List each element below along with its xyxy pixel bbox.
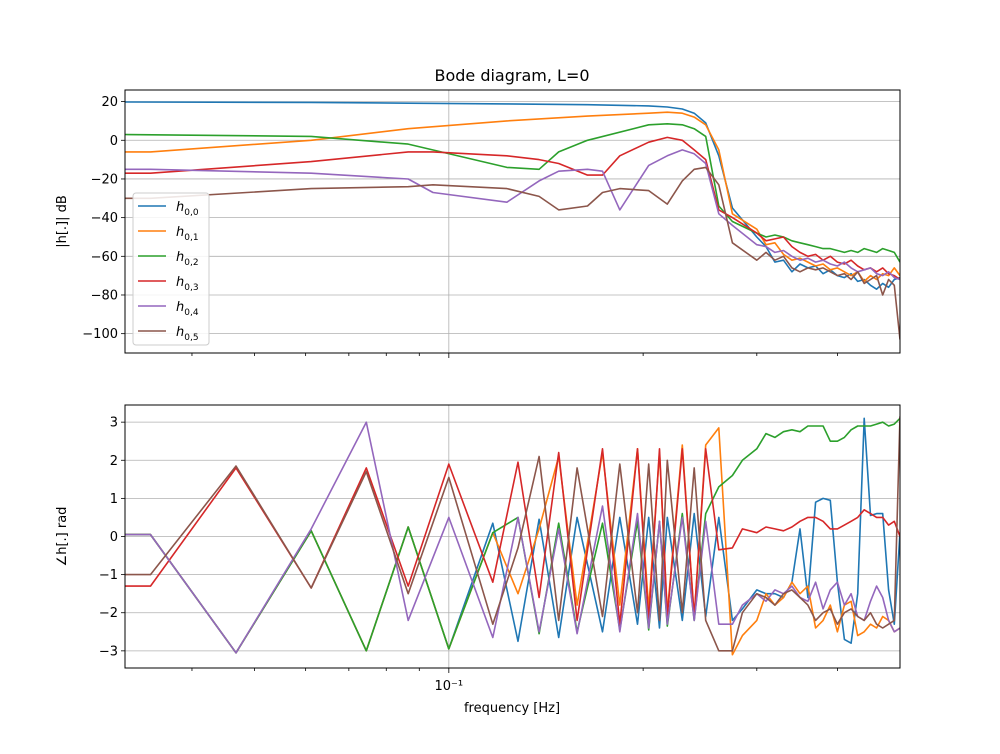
magnitude-ytick-label: −60 [91, 250, 118, 265]
magnitude-frame [124, 89, 901, 354]
phase-ytick-label: −2 [99, 606, 118, 621]
phase-ytick-label: 1 [110, 492, 118, 507]
magnitude-ytick-label: −20 [91, 172, 118, 187]
magnitude-series-line [125, 111, 900, 283]
magnitude-series-line [125, 166, 900, 340]
plot-title: Bode diagram, L=0 [434, 66, 589, 85]
magnitude-ytick-label: −40 [91, 211, 118, 226]
legend-label: h0,0 [176, 200, 199, 218]
magnitude-series-line [125, 149, 900, 281]
phase-ytick-label: 2 [110, 454, 118, 469]
xtick-label: 10⁻¹ [435, 679, 464, 694]
phase-series-line [125, 417, 900, 654]
phase-ytick-label: 3 [110, 416, 118, 431]
legend-label: h0,5 [176, 325, 199, 343]
phase-panel: 3 2 1 0 −1 −2 −3 10⁻¹ ∠h[.] rad [55, 404, 901, 694]
legend-label: h0,4 [176, 300, 199, 318]
phase-ylabel: ∠h[.] rad [55, 507, 70, 567]
magnitude-ytick-label: 0 [110, 134, 118, 149]
legend-label: h0,1 [176, 225, 199, 243]
magnitude-panel: 20 0 −20 −40 −60 −80 −100 |h[.]| dB [55, 89, 901, 358]
phase-frame [124, 404, 901, 669]
magnitude-ylabel: |h[.]| dB [55, 195, 70, 248]
phase-series-line [125, 416, 900, 652]
magnitude-series-line [125, 101, 900, 291]
phase-ytick-label: −3 [99, 644, 118, 659]
phase-series-line [125, 447, 900, 626]
legend: h0,0 h0,1 h0,2 h0,3 h0,4 h0,5 [132, 192, 210, 346]
phase-ytick-label: −1 [99, 568, 118, 583]
magnitude-ytick-label: −100 [82, 327, 118, 342]
magnitude-series-line [125, 136, 900, 281]
magnitude-ytick-label: −80 [91, 288, 118, 303]
phase-ytick-label: 0 [110, 530, 118, 545]
phase-series-line [125, 417, 900, 654]
legend-label: h0,2 [176, 250, 199, 268]
magnitude-ytick-label: 20 [101, 95, 118, 110]
x-axis-title: frequency [Hz] [464, 701, 560, 716]
legend-label: h0,3 [176, 275, 199, 293]
phase-series-line [125, 427, 900, 656]
